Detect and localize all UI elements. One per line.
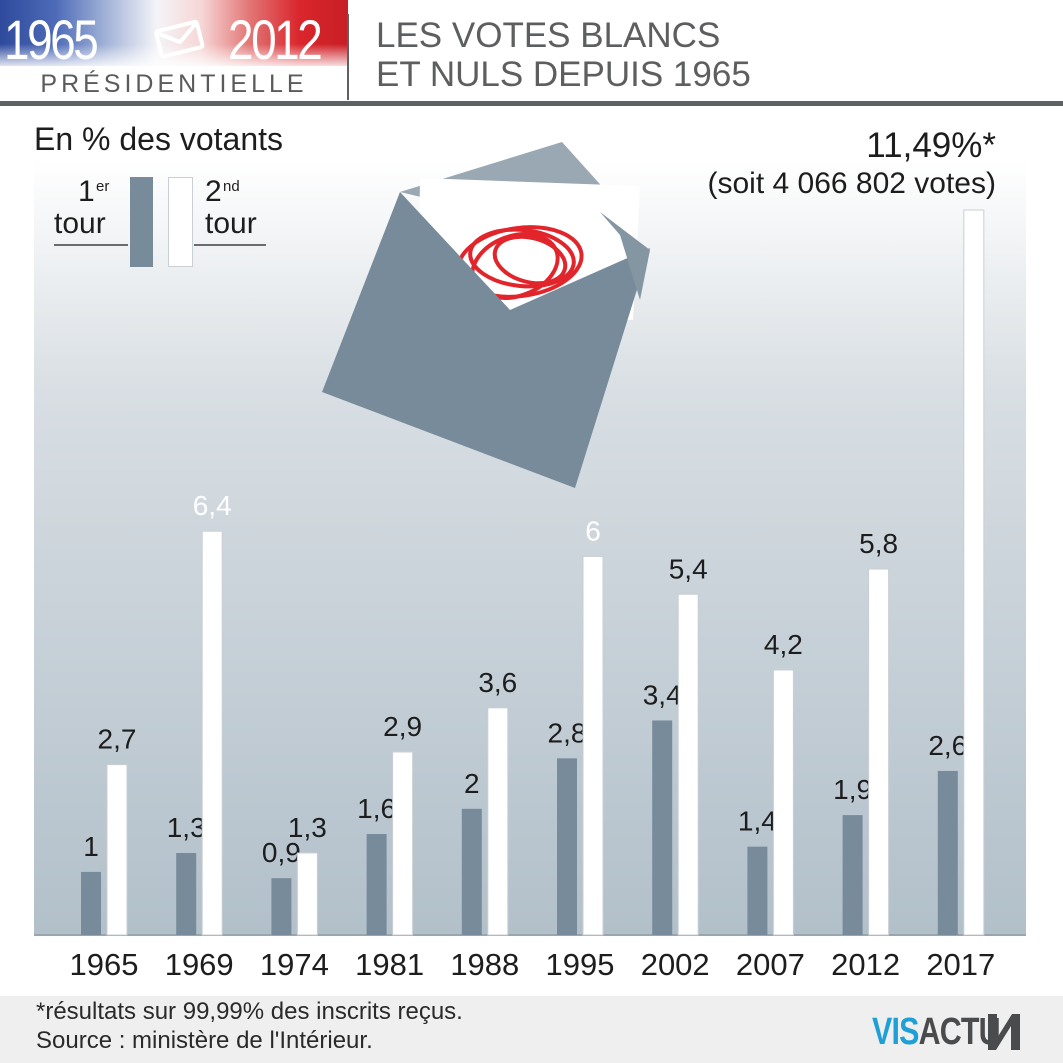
data-label-second-round-1965: 2,7 — [98, 724, 137, 755]
annotation-percent: 11,49%* — [866, 126, 996, 165]
header: 1965 2012 PRÉSIDENTIELLE LES VOTES BLANC… — [0, 0, 1063, 106]
page-title-line-2: ET NULS DEPUIS 1965 — [376, 55, 751, 94]
data-label-second-round-1995: 6 — [585, 515, 601, 546]
data-label-second-round-2012: 5,8 — [859, 528, 898, 559]
bar-first-round-1969 — [176, 852, 197, 935]
x-tick-label-1995: 1995 — [546, 947, 615, 982]
header-rule — [0, 101, 1063, 106]
bar-second-round-1965 — [106, 764, 128, 936]
legend-first-word: tour — [54, 207, 106, 240]
legend-second-number: 2 — [205, 175, 222, 208]
legend-underline-first — [54, 244, 128, 246]
x-tick-label-1969: 1969 — [165, 947, 234, 982]
data-label-first-round-1981: 1,6 — [357, 793, 396, 824]
legend-underline-second — [194, 244, 266, 246]
data-label-first-round-1969: 1,3 — [167, 812, 206, 843]
x-tick-label-1974: 1974 — [260, 947, 329, 982]
bar-second-round-2007 — [772, 669, 794, 936]
brand-part-1: VIS — [872, 1011, 919, 1053]
legend-swatch-second-round — [168, 177, 193, 267]
data-label-first-round-2002: 3,4 — [643, 679, 682, 710]
data-label-first-round-2007: 1,4 — [738, 806, 777, 837]
page-title-line-1: LES VOTES BLANCS — [376, 16, 721, 55]
unit-label: En % des votants — [34, 121, 284, 157]
data-label-second-round-1981: 2,9 — [383, 711, 422, 742]
bar-first-round-2012 — [842, 815, 863, 935]
bar-second-round-1981 — [392, 751, 414, 936]
visactu-logo: VISACTU — [872, 1010, 1001, 1054]
bar-first-round-2002 — [652, 720, 673, 935]
bar-first-round-1995 — [557, 758, 577, 935]
data-label-first-round-1965: 1 — [83, 831, 99, 862]
bar-second-round-2012 — [868, 568, 890, 936]
bar-first-round-1988 — [461, 808, 482, 935]
page-title: LES VOTES BLANCS ET NULS DEPUIS 1965 — [376, 16, 751, 94]
data-label-first-round-1995: 2,8 — [548, 717, 587, 748]
x-tick-label-1981: 1981 — [355, 947, 424, 982]
brand-part-2: ACTU — [918, 1011, 1001, 1053]
visactu-mark-icon — [988, 1014, 1020, 1050]
bar-first-round-2007 — [747, 846, 768, 935]
bar-first-round-1965 — [81, 871, 101, 935]
bar-series: 12,719651,36,419690,91,319741,62,9198123… — [70, 209, 995, 982]
data-label-first-round-2012: 1,9 — [833, 774, 872, 805]
bar-second-round-1988 — [487, 707, 509, 936]
legend-swatch-first-round — [130, 177, 153, 267]
bar-first-round-1981 — [366, 834, 387, 935]
data-label-second-round-1969: 6,4 — [193, 490, 232, 521]
header-year-start: 1965 — [4, 8, 99, 71]
bar-second-round-1995 — [582, 555, 604, 936]
bar-second-round-1969 — [201, 530, 223, 936]
ballot-envelope-icon — [322, 142, 650, 488]
legend-first-number: 1 — [78, 175, 95, 208]
legend-second-word: tour — [205, 207, 257, 240]
annotation-votes: (soit 4 066 802 votes) — [707, 167, 996, 200]
header-year-end: 2012 — [228, 8, 323, 71]
data-label-first-round-1988: 2 — [464, 768, 480, 799]
x-tick-label-2017: 2017 — [926, 947, 995, 982]
bar-first-round-2017 — [937, 770, 958, 935]
legend-second-superscript: nd — [223, 178, 240, 195]
x-tick-label-1965: 1965 — [70, 947, 139, 982]
bar-second-round-2002 — [677, 593, 699, 936]
data-label-first-round-2017: 2,6 — [928, 730, 967, 761]
footnote: *résultats sur 99,99% des inscrits reçus… — [36, 998, 463, 1025]
envelope-icon — [154, 19, 205, 58]
header-subtitle: PRÉSIDENTIELLE — [40, 70, 308, 98]
x-tick-label-2012: 2012 — [831, 947, 900, 982]
x-tick-label-1988: 1988 — [450, 947, 519, 982]
x-tick-label-2002: 2002 — [641, 947, 710, 982]
data-label-first-round-1974: 0,9 — [262, 837, 301, 868]
x-tick-label-2007: 2007 — [736, 947, 805, 982]
tricolor-fade — [0, 44, 348, 70]
bar-first-round-1974 — [271, 878, 292, 935]
bar-second-round-2017 — [963, 209, 985, 936]
data-label-second-round-2002: 5,4 — [669, 553, 708, 584]
header-divider — [347, 14, 349, 100]
data-label-second-round-2007: 4,2 — [764, 629, 803, 660]
data-label-second-round-1974: 1,3 — [288, 812, 327, 843]
footer — [0, 996, 1063, 1063]
data-label-second-round-1988: 3,6 — [478, 667, 517, 698]
legend-first-superscript: er — [96, 178, 110, 195]
source-note: Source : ministère de l'Intérieur. — [36, 1027, 373, 1054]
bar-second-round-1974 — [296, 852, 318, 936]
